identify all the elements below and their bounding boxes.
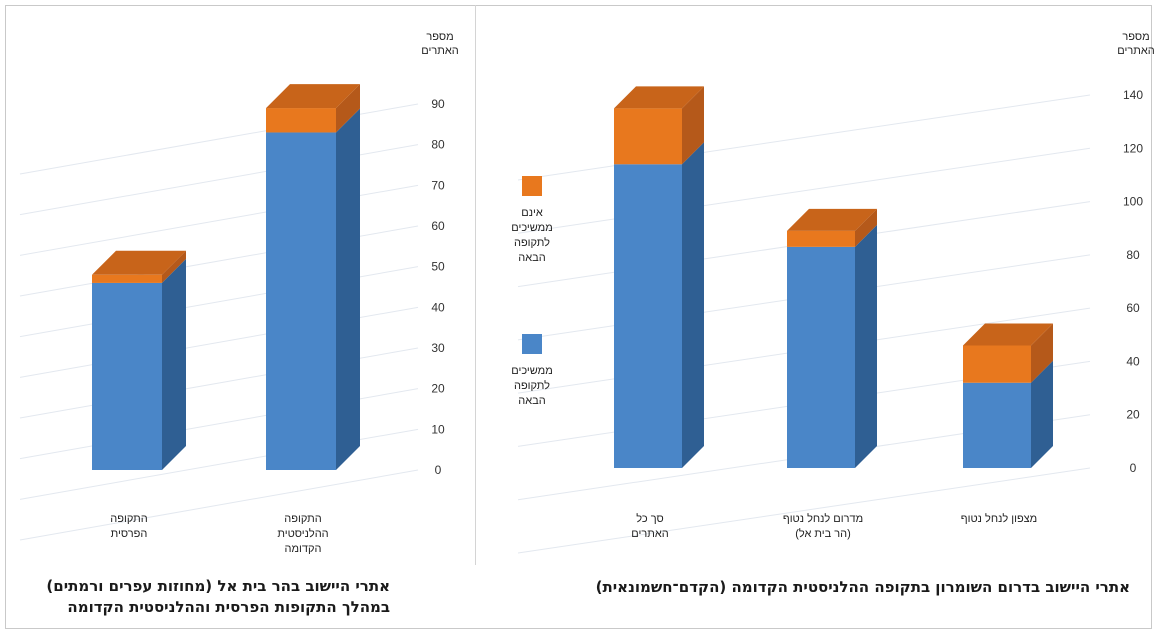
- legend-label: ממשיכים לתקופה הבאה: [511, 365, 553, 407]
- bar-top: [787, 208, 877, 231]
- bar-side-continuing: [855, 224, 877, 468]
- y-tick-label: 140: [1123, 88, 1143, 102]
- bar-top: [614, 86, 704, 109]
- y-tick-label: 20: [1126, 408, 1140, 422]
- bar-discontinued: [614, 108, 682, 165]
- bar-continuing: [266, 132, 336, 470]
- bar-side-continuing: [682, 142, 704, 468]
- bar-continuing: [787, 246, 855, 468]
- gridline: [19, 469, 419, 541]
- bar-side-continuing: [162, 258, 186, 470]
- bar-continuing: [614, 164, 682, 468]
- y-tick-label: 60: [431, 219, 445, 233]
- bar-discontinued: [787, 230, 855, 247]
- bar-side-continuing: [336, 108, 360, 470]
- bar-side-discontinued: [1031, 323, 1053, 383]
- chart-bet-el: מספר האתרים 0 10 20 30 40 50 60 70 80 90 התקופה הפרסי…: [19, 31, 459, 555]
- y-tick-label: 30: [431, 341, 445, 355]
- legend-swatch: [522, 176, 542, 196]
- x-tick-label: התקופה ההלניסטית הקדומה: [277, 513, 328, 555]
- gridline: [517, 94, 1091, 181]
- bar-discontinued: [92, 274, 162, 283]
- bar-side-discontinued: [855, 208, 877, 247]
- legend-swatch: [522, 334, 542, 354]
- y-tick-label: 50: [431, 260, 445, 274]
- y-tick-label: 0: [435, 463, 442, 477]
- x-tick-label: מדרום לנחל נטוף (הר בית אל): [783, 512, 863, 540]
- legend-label: אינם ממשיכים לתקופה הבאה: [511, 207, 553, 264]
- x-tick-label: סך כל האתרים: [631, 512, 668, 540]
- y-tick-label: 60: [1126, 301, 1140, 315]
- panel-divider: [475, 5, 476, 565]
- chart-title-right: אתרי היישוב בדרום השומרון בתקופה ההלניסט…: [595, 578, 1130, 596]
- y-axis-label: מספר האתרים: [1117, 31, 1154, 57]
- y-tick-label: 70: [431, 178, 445, 192]
- bar-side-continuing: [1031, 360, 1053, 468]
- bar-top: [92, 250, 186, 275]
- chart-title-left: אתרי היישוב בהר בית אל (מחוזות עפרים ורמ…: [46, 577, 390, 616]
- y-tick-label: 90: [431, 97, 445, 111]
- x-tick-label: התקופה הפרסית: [110, 513, 147, 540]
- chart-southern-samaria: מספר האתרים 0 20 40 60 80 100 120 140 סך כל האתרים מ…: [511, 31, 1155, 554]
- bar-continuing: [92, 282, 162, 470]
- y-tick-label: 120: [1123, 141, 1143, 155]
- y-tick-label: 10: [431, 422, 445, 436]
- y-tick-label: 40: [431, 300, 445, 314]
- bar-top: [963, 323, 1053, 346]
- bar-discontinued: [963, 345, 1031, 383]
- y-tick-label: 0: [1130, 461, 1137, 475]
- y-tick-label: 40: [1126, 354, 1140, 368]
- y-tick-label: 100: [1123, 195, 1143, 209]
- x-tick-label: מצפון לנחל נטוף: [961, 512, 1037, 525]
- bar-top: [266, 84, 360, 109]
- y-tick-label: 80: [431, 138, 445, 152]
- y-tick-label: 20: [431, 382, 445, 396]
- y-axis-label: מספר האתרים: [421, 31, 458, 57]
- bar-side-discontinued: [336, 84, 360, 133]
- gridline: [517, 467, 1091, 554]
- bar-side-discontinued: [682, 86, 704, 165]
- bar-side-discontinued: [162, 250, 186, 283]
- gridline: [517, 147, 1091, 234]
- bar-continuing: [963, 382, 1031, 468]
- bar-discontinued: [266, 108, 336, 133]
- y-tick-label: 80: [1126, 248, 1140, 262]
- figure-frame: [5, 5, 1152, 629]
